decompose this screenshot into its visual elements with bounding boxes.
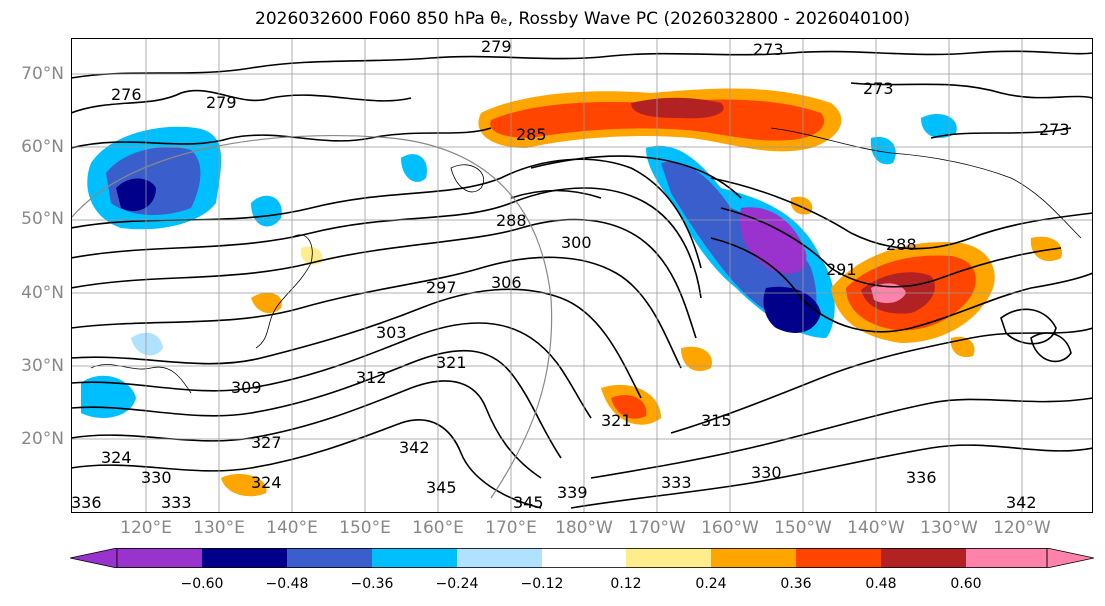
colorbar-bin	[626, 548, 711, 568]
theta-e-contours	[71, 50, 1093, 509]
colorbar-tick-label: 0.48	[865, 576, 897, 592]
lat-label: 60°N	[21, 137, 64, 157]
colorbar-bin	[372, 548, 457, 568]
contour-label: 309	[231, 378, 262, 397]
lon-label: 170°W	[628, 518, 686, 538]
lon-label: 180°W	[555, 518, 613, 538]
contour-label: 276	[111, 85, 142, 104]
colorbar-bin	[966, 548, 1047, 568]
lon-label: 140°W	[847, 518, 905, 538]
colorbar-bin	[881, 548, 966, 568]
map-frame	[71, 38, 1093, 513]
map-panel: 279 273 276 279 273 273 285 288 300 297 …	[71, 38, 1093, 513]
contour-label: 321	[436, 353, 467, 372]
contour-label: 345	[426, 478, 457, 497]
contour-label: 297	[426, 278, 457, 297]
contour-label: 273	[753, 40, 784, 59]
lat-label: 30°N	[21, 356, 64, 376]
colorbar-tick-label: −0.36	[350, 576, 394, 592]
colorbar-tick-label: 0.24	[695, 576, 727, 592]
colorbar-high-extension	[1046, 548, 1094, 568]
colorbar-tick-label: 0.60	[950, 576, 982, 592]
contour-label: 288	[886, 235, 917, 254]
figure-title: 2026032600 F060 850 hPa θₑ, Rossby Wave …	[255, 9, 910, 29]
lon-label: 160°E	[412, 518, 464, 538]
contour-label: 273	[863, 79, 894, 98]
colorbar-bin	[711, 548, 796, 568]
contour-label: 321	[601, 411, 632, 430]
contour-label: 324	[101, 448, 132, 467]
contour-label: 324	[251, 473, 282, 492]
lon-label: 160°W	[701, 518, 759, 538]
contour-label: 345	[513, 493, 544, 512]
contour-labels: 279 273 276 279 273 273 285 288 300 297 …	[71, 38, 1070, 512]
contour-label: 330	[141, 468, 172, 487]
lon-label: 150°W	[774, 518, 832, 538]
colorbar-tick-label: −0.60	[180, 576, 224, 592]
contour-label: 279	[481, 38, 512, 56]
contour-label: 330	[751, 463, 782, 482]
lon-label: 120°W	[993, 518, 1051, 538]
contour-label: 306	[491, 273, 522, 292]
contour-label: 279	[206, 93, 237, 112]
contour-label: 333	[661, 473, 692, 492]
colorbar-low-extension	[70, 548, 118, 568]
range-ring	[71, 134, 553, 499]
lat-label: 70°N	[21, 64, 64, 84]
lon-label: 140°E	[266, 518, 318, 538]
lat-label: 50°N	[21, 209, 64, 229]
colorbar-frame	[116, 548, 1048, 568]
colorbar-bin	[457, 548, 542, 568]
contour-label: 342	[1006, 493, 1037, 512]
contour-label: 273	[1039, 120, 1070, 139]
contour-label: 315	[701, 411, 732, 430]
lon-label: 130°W	[920, 518, 978, 538]
colorbar-tick-label: −0.12	[520, 576, 564, 592]
contour-label: 288	[496, 211, 527, 230]
lon-label: 170°E	[485, 518, 537, 538]
contour-label: 342	[399, 438, 430, 457]
colorbar-bin	[796, 548, 881, 568]
contour-label: 312	[356, 368, 387, 387]
lon-label: 150°E	[339, 518, 391, 538]
contour-label: 327	[251, 433, 282, 452]
colorbar-bin	[117, 548, 202, 568]
graticule	[71, 38, 1093, 513]
colorbar-bin	[202, 548, 287, 568]
colorbar	[70, 548, 1094, 568]
contour-label: 336	[906, 468, 937, 487]
colorbar-tick-label: −0.48	[265, 576, 309, 592]
colorbar-tick-label: 0.36	[780, 576, 812, 592]
lat-label: 20°N	[21, 429, 64, 449]
colorbar-bin	[542, 548, 626, 568]
lon-label: 120°E	[120, 518, 172, 538]
contour-label: 333	[161, 493, 192, 512]
contour-label: 336	[71, 493, 102, 512]
contour-label: 291	[826, 260, 857, 279]
contour-label: 303	[376, 323, 407, 342]
lon-label: 130°E	[193, 518, 245, 538]
contour-label: 300	[561, 233, 592, 252]
contour-label: 285	[516, 125, 547, 144]
contour-label: 339	[557, 483, 588, 502]
colorbar-bin	[287, 548, 372, 568]
colorbar-tick-label: 0.12	[610, 576, 642, 592]
lat-label: 40°N	[21, 283, 64, 303]
colorbar-tick-label: −0.24	[435, 576, 479, 592]
coastlines	[90, 127, 1082, 394]
